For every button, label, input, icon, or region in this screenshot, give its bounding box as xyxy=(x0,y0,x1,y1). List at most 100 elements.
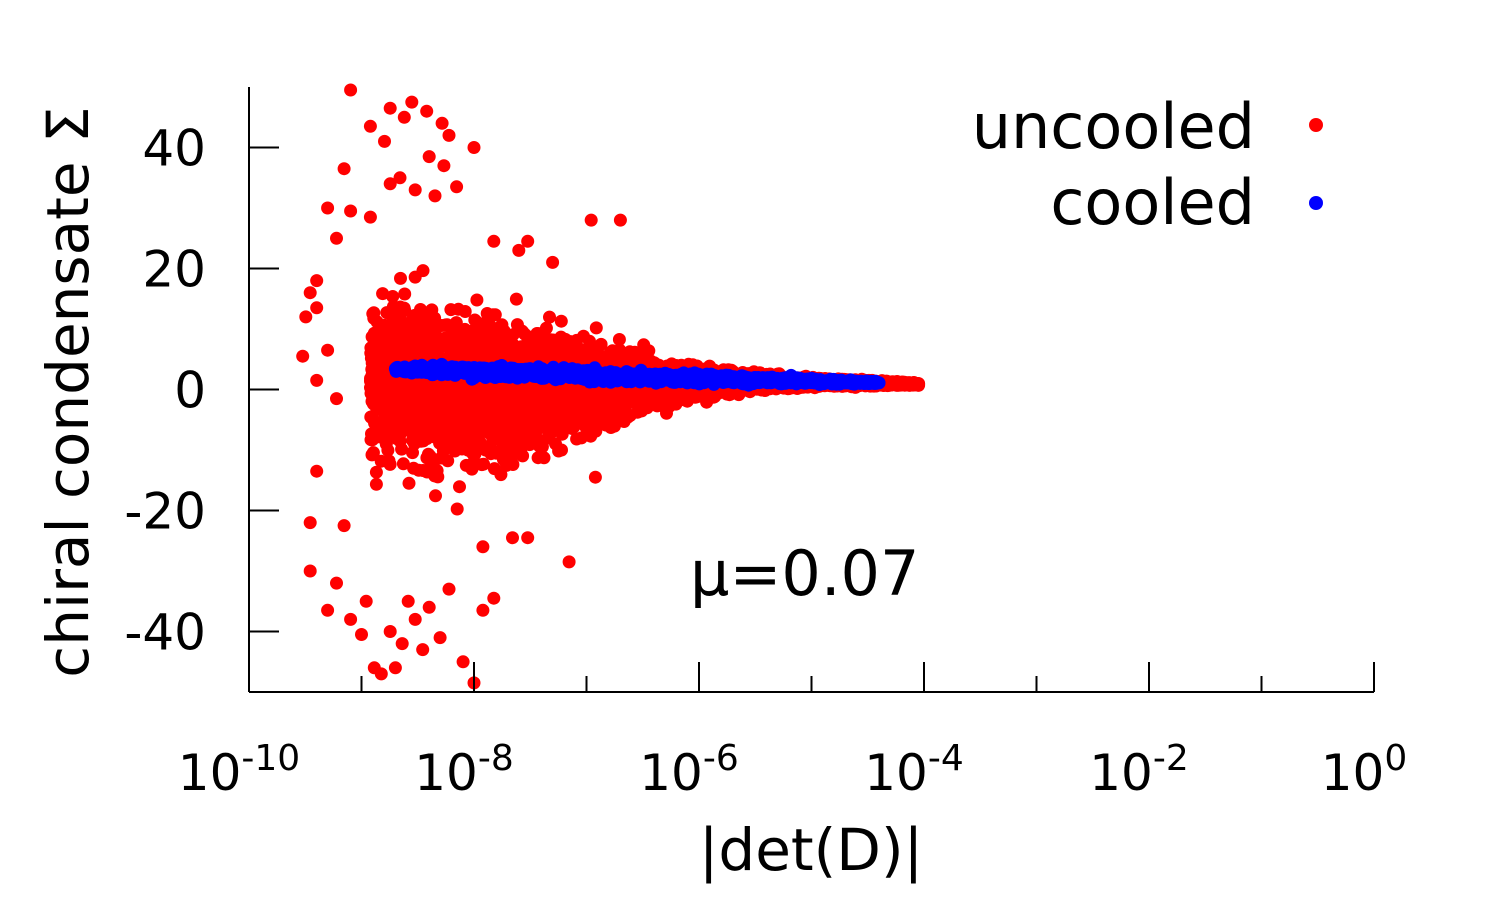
data-point xyxy=(469,387,483,401)
data-point xyxy=(344,204,358,218)
data-point xyxy=(422,150,436,164)
data-point xyxy=(530,327,544,340)
data-point xyxy=(441,454,455,468)
data-point xyxy=(442,128,456,142)
data-point xyxy=(529,429,543,443)
data-point xyxy=(372,337,386,351)
data-point xyxy=(365,379,379,393)
data-point xyxy=(501,344,515,357)
data-point xyxy=(303,516,317,530)
data-point xyxy=(408,183,422,197)
data-point xyxy=(405,95,419,109)
data-point xyxy=(379,411,393,425)
data-point xyxy=(577,352,591,366)
data-point xyxy=(428,189,442,203)
data-point xyxy=(401,594,415,608)
data-point xyxy=(383,625,397,638)
data-point xyxy=(480,307,494,320)
data-point xyxy=(398,287,412,301)
data-point xyxy=(393,171,407,185)
data-point xyxy=(442,582,456,596)
data-point xyxy=(433,631,447,645)
data-point xyxy=(494,434,508,448)
data-point xyxy=(578,412,592,426)
data-point xyxy=(310,301,324,315)
data-point xyxy=(337,162,351,176)
data-point xyxy=(406,446,419,460)
data-point xyxy=(344,83,358,97)
data-point xyxy=(456,655,470,669)
data-point xyxy=(513,382,527,396)
data-point xyxy=(479,443,493,457)
data-point xyxy=(402,476,416,490)
data-point xyxy=(374,318,388,332)
data-point xyxy=(487,462,501,476)
data-point xyxy=(407,343,421,357)
data-point xyxy=(506,531,519,545)
data-point xyxy=(321,201,335,215)
data-point xyxy=(408,612,422,626)
data-point xyxy=(543,410,556,424)
data-point xyxy=(448,444,462,458)
data-point xyxy=(496,404,510,418)
data-point xyxy=(488,332,502,346)
series-cooled xyxy=(388,357,886,392)
data-point xyxy=(383,326,396,340)
data-point xyxy=(584,213,598,227)
data-point xyxy=(554,337,568,351)
data-point xyxy=(469,442,483,456)
data-point xyxy=(378,134,391,148)
data-point xyxy=(493,444,507,458)
data-point xyxy=(510,431,524,445)
data-point xyxy=(521,531,535,545)
data-point xyxy=(380,388,394,402)
data-point xyxy=(303,286,317,300)
data-point xyxy=(521,234,535,248)
data-point xyxy=(467,141,481,154)
data-point xyxy=(416,464,430,477)
data-point xyxy=(472,343,486,357)
data-point xyxy=(394,328,408,342)
data-point xyxy=(458,396,472,410)
data-point xyxy=(416,264,430,278)
data-point xyxy=(437,395,451,409)
data-point xyxy=(497,324,511,338)
data-point xyxy=(299,310,313,324)
data-point xyxy=(337,519,351,533)
data-point xyxy=(393,316,407,330)
data-point xyxy=(475,422,489,435)
data-point xyxy=(296,349,310,363)
data-point xyxy=(397,110,411,124)
data-point xyxy=(365,448,379,462)
data-point xyxy=(435,116,449,130)
data-point xyxy=(359,594,373,608)
data-point xyxy=(437,159,451,173)
data-point xyxy=(388,661,402,675)
data-point xyxy=(437,408,451,421)
data-point xyxy=(450,180,464,194)
data-point xyxy=(565,390,579,404)
data-point xyxy=(310,464,324,478)
data-point xyxy=(477,457,491,471)
data-point xyxy=(594,337,608,351)
data-point xyxy=(651,396,665,410)
data-point xyxy=(537,451,551,465)
data-point xyxy=(429,489,442,503)
data-point xyxy=(367,306,381,320)
data-point xyxy=(560,414,574,427)
data-point xyxy=(612,333,626,346)
data-point xyxy=(397,419,411,433)
data-point xyxy=(487,234,501,248)
data-point xyxy=(381,443,395,457)
data-point xyxy=(303,564,317,578)
data-point xyxy=(414,395,428,409)
data-point xyxy=(310,274,324,288)
data-point xyxy=(382,454,396,468)
data-point xyxy=(573,399,587,413)
data-point xyxy=(533,389,547,402)
data-point xyxy=(554,314,568,328)
data-point xyxy=(543,310,556,324)
data-point xyxy=(420,336,434,350)
data-point xyxy=(466,456,480,470)
data-point xyxy=(425,418,439,432)
